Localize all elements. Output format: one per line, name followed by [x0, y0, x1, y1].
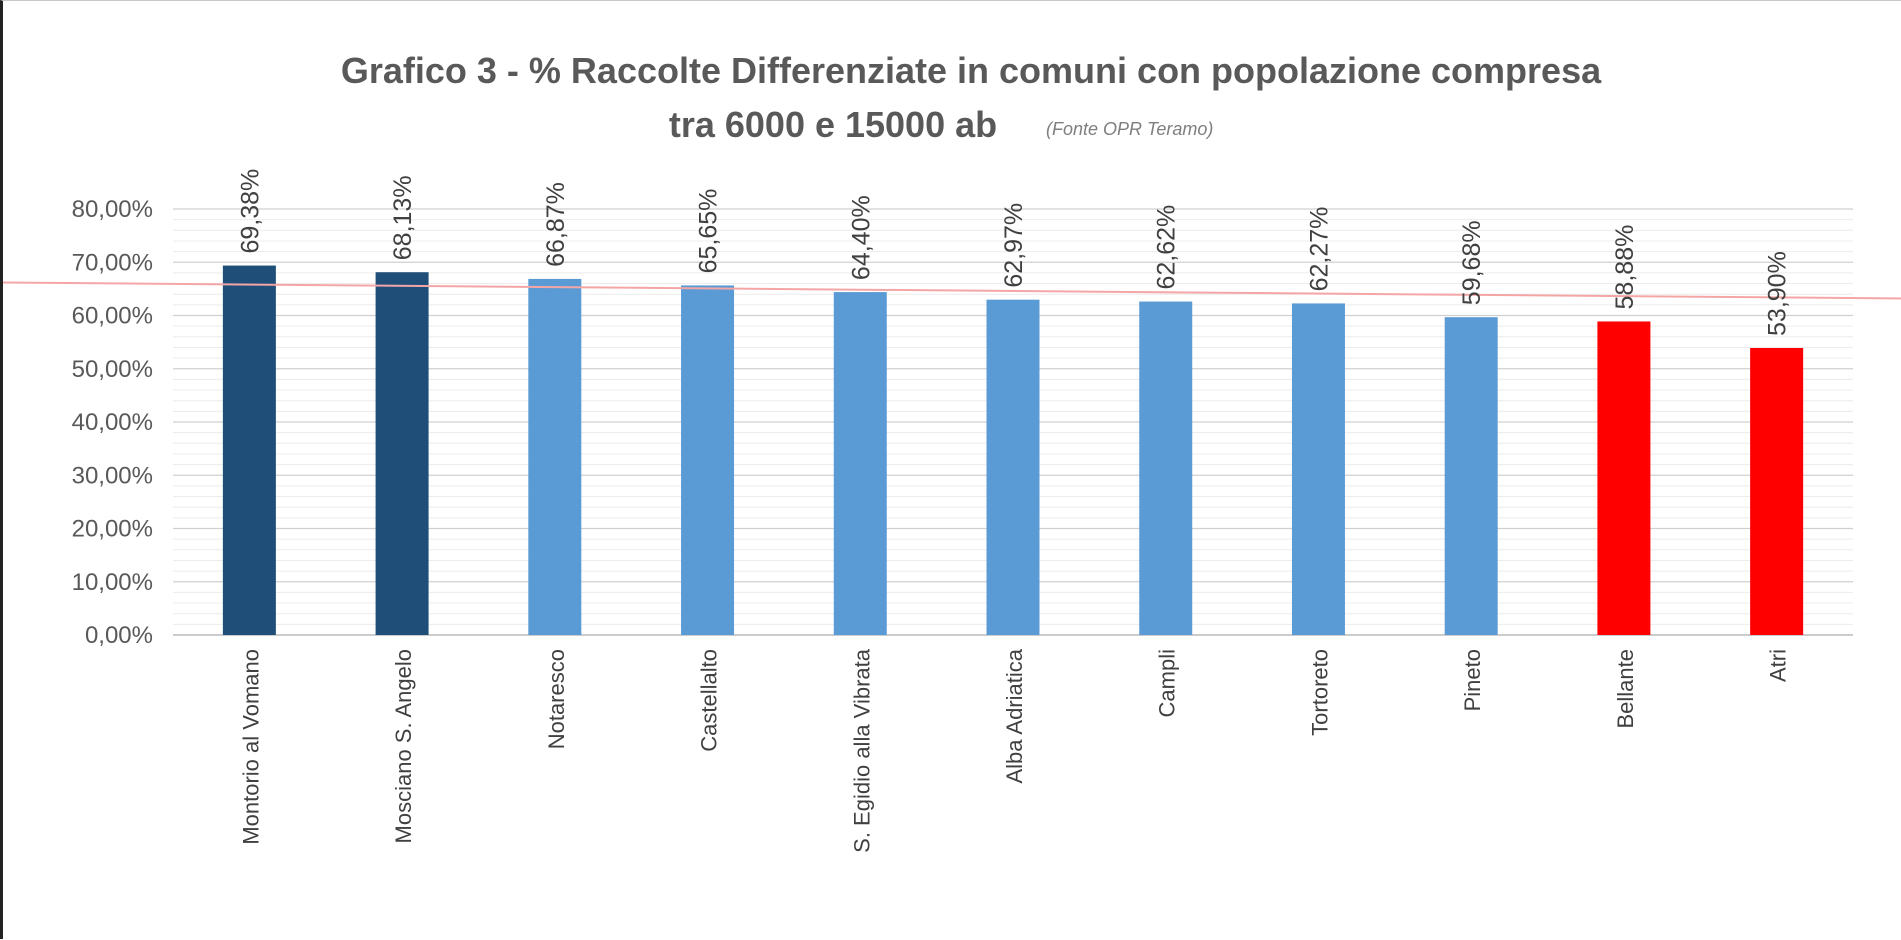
bar-s-egidio-alla-vibrata [833, 292, 887, 635]
chart-source: (Fonte OPR Teramo) [1046, 119, 1213, 139]
category-label: Bellante [1613, 649, 1638, 729]
bar-bellante [1597, 321, 1651, 635]
category-labels: Montorio al Vomano Mosciano S. Angelo Nota… [238, 648, 1790, 853]
data-label: 58,88% [1611, 225, 1639, 310]
y-axis-ticks: 0,00% 10,00% 20,00% 30,00% 40,00% 50,00% 60,00… [72, 196, 153, 649]
chart-title-line-2: tra 6000 e 15000 ab [669, 104, 997, 145]
bar-alba-adriatica [986, 299, 1040, 635]
data-label: 59,68% [1458, 220, 1486, 305]
chart-title-line-1: Grafico 3 - % Raccolte Differenziate in … [341, 50, 1602, 91]
bar-montorio-al-vomano [222, 265, 276, 635]
bar-campli [1139, 301, 1193, 635]
trend-line [3, 281, 1901, 300]
category-label: Castellalto [697, 649, 722, 752]
trend-line-group [3, 281, 1901, 300]
category-label: Campli [1155, 649, 1180, 717]
category-label: Montorio al Vomano [238, 649, 263, 845]
category-label: Alba Adriatica [1002, 648, 1027, 783]
bar-notaresco [528, 278, 582, 635]
data-label: 53,90% [1764, 251, 1792, 336]
category-label: Tortoreto [1307, 649, 1332, 736]
category-label: Notaresco [544, 649, 569, 749]
y-tick-label: 60,00% [72, 303, 153, 330]
y-tick-label: 30,00% [72, 462, 153, 489]
y-tick-label: 10,00% [72, 569, 153, 596]
y-tick-label: 70,00% [72, 249, 153, 276]
data-label: 62,27% [1305, 207, 1333, 292]
bars [222, 265, 1804, 635]
bar-castellalto [681, 285, 735, 635]
data-labels: 69,38% 68,13% 66,87% 65,65% 64,40% 62,97% 62,6… [236, 169, 1791, 336]
y-tick-label: 40,00% [72, 409, 153, 436]
y-tick-label: 20,00% [72, 516, 153, 543]
category-label: S. Egidio alla Vibrata [849, 648, 874, 853]
data-label: 62,62% [1153, 205, 1181, 290]
data-label: 64,40% [847, 195, 875, 280]
category-label: Mosciano S. Angelo [391, 649, 416, 843]
category-label: Atri [1766, 649, 1791, 682]
bar-chart: Grafico 3 - % Raccolte Differenziate in … [3, 50, 1901, 853]
bar-mosciano-s-angelo [375, 272, 429, 635]
data-label: 68,13% [389, 175, 417, 260]
bar-pineto [1444, 317, 1498, 635]
bar-atri [1750, 347, 1804, 635]
category-label: Pineto [1460, 649, 1485, 711]
y-tick-label: 50,00% [72, 356, 153, 383]
data-label: 65,65% [695, 189, 723, 274]
y-tick-label: 0,00% [85, 622, 153, 649]
data-label: 62,97% [1000, 203, 1028, 288]
bar-tortoreto [1291, 303, 1345, 635]
y-tick-label: 80,00% [72, 196, 153, 223]
data-label: 66,87% [542, 182, 570, 267]
data-label: 69,38% [236, 169, 264, 254]
